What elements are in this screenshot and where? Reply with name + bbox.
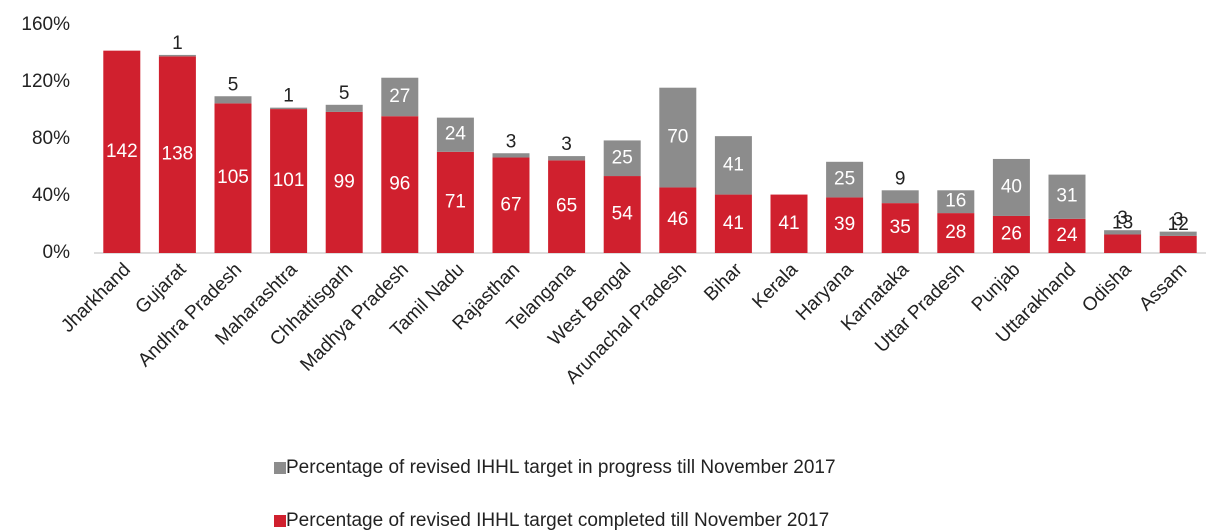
bar-segment xyxy=(492,153,530,158)
bar-segment xyxy=(381,77,419,117)
data-label: 35 xyxy=(890,217,911,238)
bar-segment xyxy=(1104,230,1142,235)
data-label: 25 xyxy=(612,147,633,168)
bar-segment xyxy=(881,190,919,204)
data-label: 16 xyxy=(945,191,966,212)
bar-segment xyxy=(103,50,141,254)
legend-label: Percentage of revised IHHL target in pro… xyxy=(286,457,836,478)
data-label: 41 xyxy=(778,213,799,234)
legend-swatch xyxy=(274,515,286,527)
x-tick-label: Bihar xyxy=(700,259,747,306)
bar-segment xyxy=(158,54,196,57)
data-label: 142 xyxy=(106,141,138,162)
bar-segment xyxy=(436,151,474,253)
data-label: 27 xyxy=(389,86,410,107)
data-label: 25 xyxy=(834,169,855,190)
bar-segment xyxy=(548,160,586,253)
data-label: 3 xyxy=(561,134,572,155)
bar-segment xyxy=(270,107,308,110)
bar-segment xyxy=(1048,174,1086,219)
data-label: 12 xyxy=(1168,214,1189,235)
y-tick-label: 160% xyxy=(21,14,70,35)
bar-segment xyxy=(603,140,641,177)
y-tick-label: 120% xyxy=(21,71,70,92)
data-label: 5 xyxy=(339,83,350,104)
data-label: 3 xyxy=(1173,210,1184,231)
bar-segment xyxy=(937,213,975,253)
data-label: 71 xyxy=(445,191,466,212)
data-label: 41 xyxy=(723,213,744,234)
data-label: 24 xyxy=(1056,225,1078,246)
data-label: 1 xyxy=(283,86,294,107)
data-label: 26 xyxy=(1001,223,1022,244)
bar-segment xyxy=(826,197,864,253)
bar-segment xyxy=(1159,231,1197,236)
data-label: 54 xyxy=(612,204,634,225)
bar-segment xyxy=(1159,235,1197,253)
y-tick-label: 80% xyxy=(32,128,70,149)
x-tick-label: Jharkhand xyxy=(57,259,135,337)
bar-segment xyxy=(214,103,252,253)
bar-segment xyxy=(992,215,1030,253)
bar-segment xyxy=(659,87,697,188)
data-label: 46 xyxy=(667,209,688,230)
data-label: 3 xyxy=(506,131,517,152)
bar-segment xyxy=(881,203,919,253)
bar-segment xyxy=(992,158,1030,216)
bar-segment xyxy=(714,194,752,253)
bar-segment xyxy=(714,136,752,195)
bar-segment xyxy=(325,104,363,112)
bar-segment xyxy=(214,96,252,104)
bar-segment xyxy=(548,156,586,161)
data-label: 105 xyxy=(217,167,249,188)
data-label: 5 xyxy=(228,74,239,95)
data-label: 101 xyxy=(273,170,305,191)
legend-swatch xyxy=(274,462,286,474)
bar-segment xyxy=(436,117,474,152)
bar-segment xyxy=(325,111,363,253)
data-label: 65 xyxy=(556,196,577,217)
bar-segment xyxy=(937,190,975,214)
bar-segment xyxy=(492,157,530,253)
bar-segment xyxy=(1048,218,1086,253)
bar-segment xyxy=(270,109,308,253)
data-label: 1 xyxy=(172,33,183,54)
data-label: 3 xyxy=(1117,208,1128,229)
bar-segment xyxy=(158,56,196,253)
data-label: 31 xyxy=(1056,186,1077,207)
data-label: 138 xyxy=(162,144,194,165)
bar-segment xyxy=(770,194,808,253)
data-label: 99 xyxy=(334,171,355,192)
data-label: 70 xyxy=(667,127,688,148)
data-label: 40 xyxy=(1001,176,1022,197)
data-label: 24 xyxy=(445,124,467,145)
data-label: 28 xyxy=(945,222,966,243)
bar-segment xyxy=(659,187,697,253)
bar-segment xyxy=(381,116,419,253)
legend-label: Percentage of revised IHHL target comple… xyxy=(286,510,829,531)
x-tick-label: Andhra Pradesh xyxy=(134,259,246,371)
x-tick-label: Kerala xyxy=(748,259,802,313)
data-label: 9 xyxy=(895,168,906,189)
bar-segment xyxy=(1104,234,1142,253)
data-label: 96 xyxy=(389,174,410,195)
data-label: 67 xyxy=(500,194,521,215)
bar-segment xyxy=(826,161,864,198)
y-tick-label: 0% xyxy=(43,242,71,263)
y-tick-label: 40% xyxy=(32,185,70,206)
x-tick-label: Odisha xyxy=(1078,259,1136,317)
data-label: 39 xyxy=(834,214,855,235)
x-tick-label: Assam xyxy=(1135,259,1191,315)
bar-segment xyxy=(603,176,641,253)
data-label: 41 xyxy=(723,154,744,175)
data-label: 13 xyxy=(1112,212,1133,233)
